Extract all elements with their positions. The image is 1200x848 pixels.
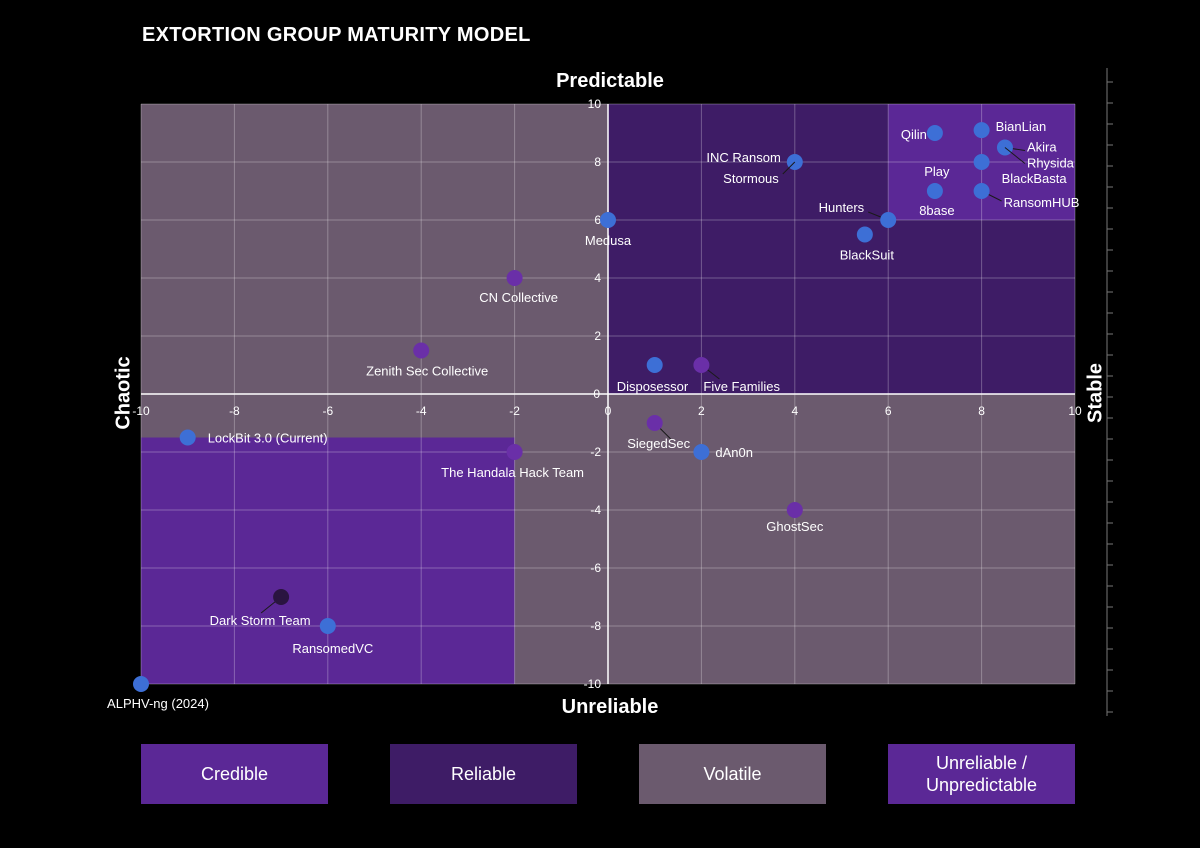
y-tick-label: -8 xyxy=(590,619,601,633)
point-label-blackbasta: BlackBasta xyxy=(1002,171,1068,186)
x-tick-label: -8 xyxy=(229,404,240,418)
point-blacksuit xyxy=(856,226,873,243)
point-dan0n xyxy=(693,444,710,460)
x-tick-label: -10 xyxy=(132,404,150,418)
y-tick-label: -6 xyxy=(590,561,601,575)
point-the-handala-hack-team xyxy=(506,444,523,460)
chart-title: EXTORTION GROUP MATURITY MODEL xyxy=(142,24,531,46)
point-ghostsec xyxy=(786,502,803,518)
point-disposessor xyxy=(646,357,663,373)
axis-label-stable: Stable xyxy=(1084,362,1107,424)
leader-line-rhysida xyxy=(1004,147,1026,164)
legend-credible: Credible xyxy=(141,744,328,804)
point-cn-collective xyxy=(506,270,523,286)
point-label-stormous: Stormous xyxy=(723,171,779,186)
point-ransomedvc xyxy=(319,618,336,634)
point-five-families xyxy=(693,357,710,373)
point-label-cn-collective: CN Collective xyxy=(479,290,558,305)
x-tick-label: 0 xyxy=(605,404,612,418)
point-dark-storm-team xyxy=(273,589,290,605)
legend-unreliable-unpredictable: Unreliable / Unpredictable xyxy=(888,744,1075,804)
point-label-siegedsec: SiegedSec xyxy=(627,436,690,451)
y-tick-label: -10 xyxy=(584,677,602,691)
point-label-hunters: Hunters xyxy=(819,200,865,215)
point-label-ransomedvc: RansomedVC xyxy=(292,641,373,656)
y-tick-label: 8 xyxy=(594,155,601,169)
x-tick-label: -2 xyxy=(509,404,520,418)
point-alphv-ng-2024 xyxy=(133,676,149,692)
point-zenith-sec-collective xyxy=(413,342,430,359)
region-unreliable-unpredictable xyxy=(141,437,515,684)
point-label-qilin: Qilin xyxy=(901,127,927,142)
axis-label-unreliable: Unreliable xyxy=(561,696,659,718)
point-label-akira: Akira xyxy=(1027,140,1057,155)
x-tick-label: 4 xyxy=(791,404,798,418)
point-label-ghostsec: GhostSec xyxy=(766,519,824,534)
point-medusa xyxy=(600,212,616,228)
point-lockbit-3-0-current xyxy=(179,429,196,446)
point-qilin xyxy=(926,125,943,141)
legend-volatile: Volatile xyxy=(639,744,826,804)
point-label-8base: 8base xyxy=(919,203,954,218)
point-label-blacksuit: BlackSuit xyxy=(840,248,895,263)
x-tick-label: -6 xyxy=(322,404,333,418)
point-label-disposessor: Disposessor xyxy=(617,379,689,394)
x-tick-label: 2 xyxy=(698,404,705,418)
point-siegedsec xyxy=(646,415,663,431)
y-tick-label: -2 xyxy=(590,445,601,459)
axis-label-chaotic: Chaotic xyxy=(112,356,135,430)
point-label-medusa: Medusa xyxy=(585,233,632,248)
point-bianlian xyxy=(973,122,990,139)
y-tick-label: 10 xyxy=(588,97,602,111)
point-label-alphv-ng-2024: ALPHV-ng (2024) xyxy=(107,696,209,711)
point-label-bianlian: BianLian xyxy=(996,119,1047,134)
point-label-lockbit-3-0-current: LockBit 3.0 (Current) xyxy=(208,431,328,446)
y-tick-label: 0 xyxy=(593,387,600,401)
legend-reliable: Reliable xyxy=(390,744,577,804)
x-tick-label: 10 xyxy=(1068,404,1082,418)
point-play xyxy=(926,183,943,199)
point-label-ransomhub: RansomHUB xyxy=(1004,195,1080,210)
x-tick-label: 6 xyxy=(885,404,892,418)
y-tick-label: 2 xyxy=(594,329,601,343)
leader-line-stormous xyxy=(782,161,796,175)
axis-label-predictable: Predictable xyxy=(556,70,664,92)
x-tick-label: -4 xyxy=(416,404,427,418)
point-label-dan0n: dAn0n xyxy=(715,445,753,460)
x-tick-label: 8 xyxy=(978,404,985,418)
point-label-five-families: Five Families xyxy=(703,379,780,394)
point-label-rhysida: Rhysida xyxy=(1027,156,1075,171)
y-tick-label: 4 xyxy=(594,271,601,285)
point-ransomhub xyxy=(973,183,990,199)
point-hunters xyxy=(880,212,897,228)
point-blackbasta xyxy=(973,154,990,170)
point-label-dark-storm-team: Dark Storm Team xyxy=(210,613,311,628)
point-label-inc-ransom: INC Ransom xyxy=(706,150,780,165)
point-label-play: Play xyxy=(924,164,950,179)
y-tick-label: -4 xyxy=(590,503,601,517)
y-tick-label: 6 xyxy=(594,213,601,227)
point-label-the-handala-hack-team: The Handala Hack Team xyxy=(441,465,584,480)
point-label-zenith-sec-collective: Zenith Sec Collective xyxy=(366,364,488,379)
